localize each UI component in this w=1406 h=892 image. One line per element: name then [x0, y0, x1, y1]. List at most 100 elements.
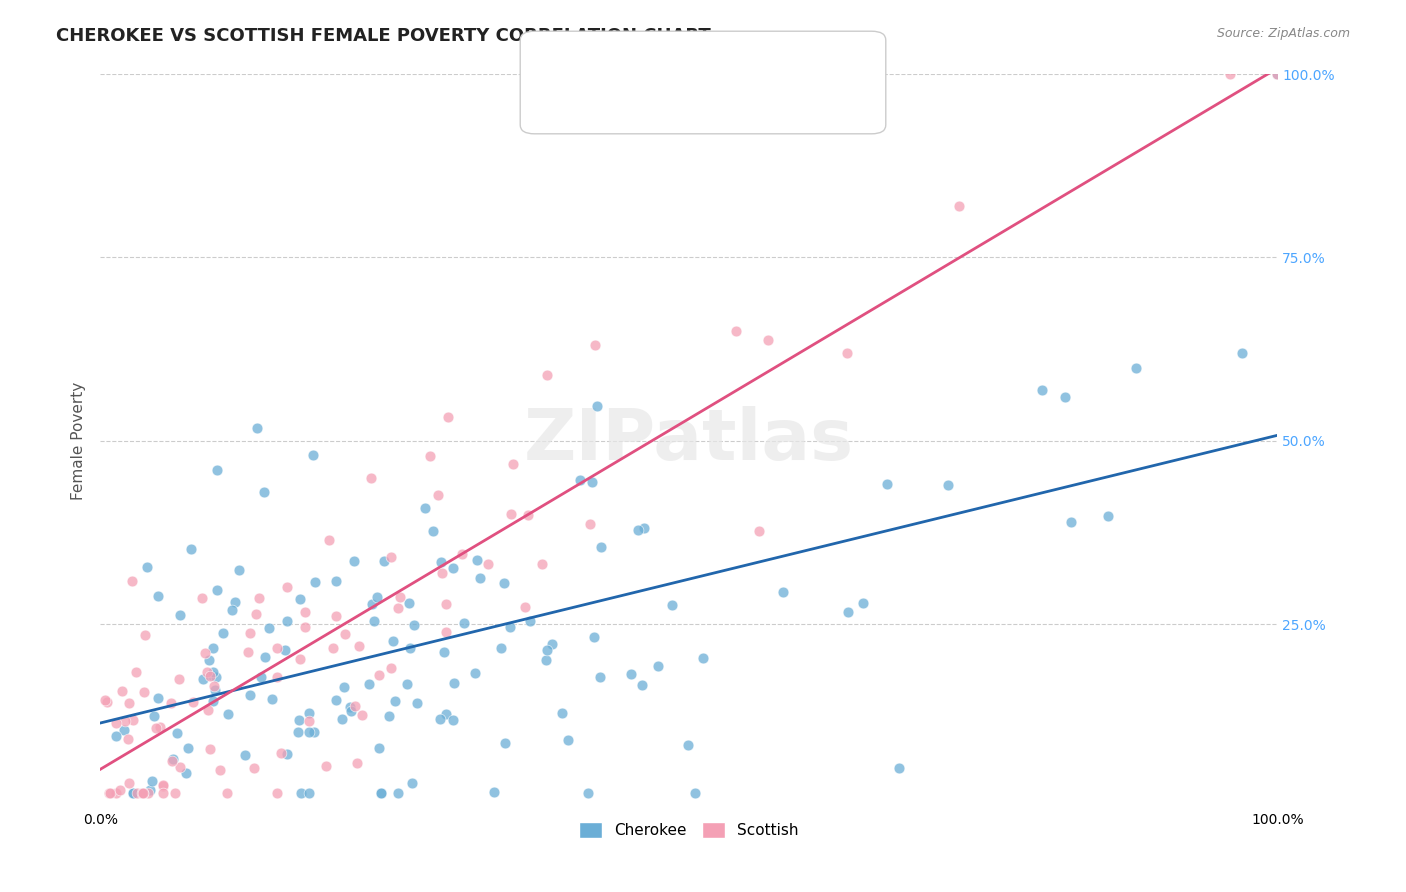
Text: ZIPatlas: ZIPatlas	[523, 407, 853, 475]
Text: 94: 94	[695, 98, 716, 112]
Point	[582, 630, 605, 644]
Point	[97, 786, 120, 800]
Point	[304, 725, 326, 739]
Point	[576, 786, 599, 800]
Point	[380, 661, 402, 675]
Point	[167, 673, 190, 687]
Point	[631, 677, 654, 691]
Point	[215, 786, 238, 800]
Point	[315, 759, 337, 773]
Point	[245, 607, 267, 622]
Point	[298, 786, 321, 800]
Point	[948, 199, 970, 213]
Point	[360, 470, 382, 484]
Point	[477, 557, 499, 571]
Point	[380, 549, 402, 564]
Point	[194, 646, 217, 660]
Point	[876, 476, 898, 491]
Point	[453, 615, 475, 630]
Point	[676, 738, 699, 752]
Point	[253, 485, 276, 500]
Point	[118, 776, 141, 790]
Point	[290, 786, 312, 800]
Point	[152, 779, 174, 793]
Point	[204, 683, 226, 698]
Point	[387, 786, 409, 800]
Point	[207, 583, 229, 598]
Point	[202, 679, 225, 693]
Point	[332, 680, 354, 694]
Point	[422, 524, 444, 539]
Point	[350, 708, 373, 723]
Point	[436, 597, 458, 611]
Point	[366, 590, 388, 604]
Point	[589, 670, 612, 684]
Point	[583, 338, 606, 352]
Point	[141, 773, 163, 788]
Text: 0.397: 0.397	[612, 54, 659, 68]
Point	[395, 676, 418, 690]
Y-axis label: Female Poverty: Female Poverty	[72, 382, 86, 500]
Point	[148, 690, 170, 705]
Point	[325, 574, 347, 588]
Point	[208, 763, 231, 777]
Legend: Cherokee, Scottish: Cherokee, Scottish	[572, 816, 804, 844]
Point	[112, 723, 135, 738]
Point	[266, 640, 288, 655]
Point	[536, 643, 558, 657]
Point	[330, 712, 353, 726]
Point	[499, 620, 522, 634]
Point	[382, 633, 405, 648]
Point	[139, 783, 162, 797]
Point	[152, 786, 174, 800]
Point	[551, 706, 574, 720]
Point	[368, 740, 391, 755]
Point	[443, 713, 465, 727]
Point	[349, 639, 371, 653]
Point	[200, 668, 222, 682]
Point	[142, 709, 165, 723]
Point	[363, 614, 385, 628]
Point	[134, 685, 156, 699]
Point	[661, 598, 683, 612]
Text: N =: N =	[650, 54, 693, 68]
Point	[772, 584, 794, 599]
Point	[368, 668, 391, 682]
Point	[557, 733, 579, 747]
Point	[620, 667, 643, 681]
Point	[343, 698, 366, 713]
Point	[325, 608, 347, 623]
Point	[181, 695, 204, 709]
Point	[513, 599, 536, 614]
Point	[201, 665, 224, 680]
Point	[1060, 516, 1083, 530]
Point	[502, 457, 524, 471]
Point	[111, 683, 134, 698]
Point	[335, 626, 357, 640]
Text: Source: ZipAtlas.com: Source: ZipAtlas.com	[1216, 27, 1350, 40]
Point	[166, 725, 188, 739]
Point	[117, 731, 139, 746]
Point	[288, 713, 311, 727]
Point	[591, 540, 613, 554]
Point	[647, 659, 669, 673]
Point	[191, 672, 214, 686]
Point	[121, 574, 143, 589]
Point	[585, 399, 607, 413]
Point	[415, 500, 437, 515]
Point	[516, 508, 538, 523]
Point	[889, 760, 911, 774]
Point	[276, 747, 298, 761]
Point	[169, 760, 191, 774]
Point	[470, 571, 492, 585]
Point	[136, 786, 159, 800]
Point	[302, 449, 325, 463]
Text: R =: R =	[574, 98, 607, 112]
Point	[835, 346, 858, 360]
Point	[724, 324, 747, 338]
Point	[202, 694, 225, 708]
Point	[131, 786, 153, 800]
Point	[499, 507, 522, 521]
Point	[1230, 346, 1253, 360]
Point	[748, 524, 770, 538]
